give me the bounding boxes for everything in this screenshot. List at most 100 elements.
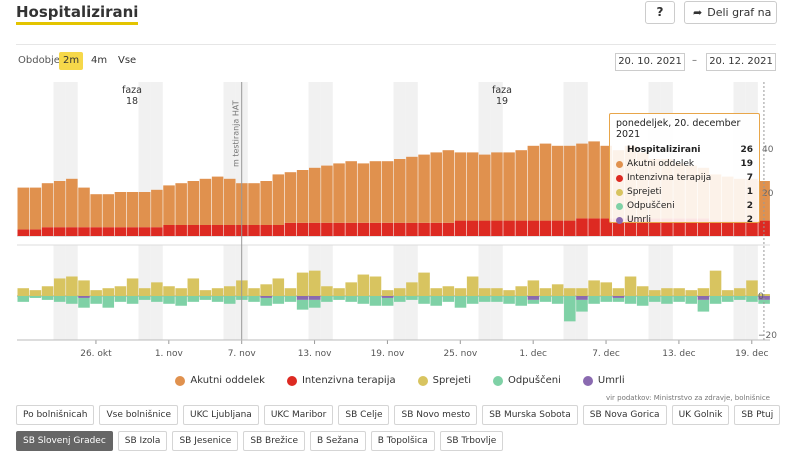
bar-odpusceni: [369, 296, 382, 306]
bar-sprejeti: [442, 286, 455, 296]
hospital-button[interactable]: UKC Ljubljana: [183, 405, 259, 425]
hospital-button[interactable]: SB Nova Gorica: [582, 405, 667, 425]
hospitalized-chart[interactable]: m testiranja HATfaza18faza1940200−2026. …: [0, 75, 800, 370]
bar-akutni-oddelek: [187, 181, 200, 225]
period-option-all[interactable]: Vse: [118, 55, 137, 66]
bar-odpusceni: [612, 297, 625, 302]
hospital-button[interactable]: SB Murska Sobota: [482, 405, 578, 425]
date-to-input[interactable]: 20. 12. 2021: [706, 53, 776, 71]
bar-akutni-oddelek: [66, 178, 78, 228]
bar-intenzivna-terapija: [90, 227, 102, 236]
bar-akutni-oddelek: [78, 187, 90, 228]
bar-intenzivna-terapija: [211, 225, 224, 236]
bar-akutni-oddelek: [442, 150, 455, 223]
legend-item-odpusceni[interactable]: Odpuščeni: [492, 375, 561, 386]
bar-odpusceni: [126, 296, 139, 304]
bar-akutni-oddelek: [381, 161, 394, 223]
hospital-button[interactable]: Vse bolnišnice: [99, 405, 179, 425]
hospital-button[interactable]: Po bolnišnicah: [16, 405, 95, 425]
hospital-button[interactable]: SB Izola: [117, 431, 168, 451]
bar-akutni-oddelek: [163, 185, 175, 225]
bar-intenzivna-terapija: [697, 218, 710, 236]
bar-odpusceni: [685, 296, 698, 304]
bar-sprejeti: [491, 288, 503, 296]
hospital-button[interactable]: B Sežana: [309, 431, 366, 451]
bar-akutni-oddelek: [102, 194, 115, 228]
tooltip-row-label: Hospitalizirani: [627, 145, 701, 155]
tooltip-date: ponedeljek, 20. december 2021: [616, 118, 741, 140]
legend-item-umrli[interactable]: Umrli: [582, 375, 625, 386]
bar-intenzivna-terapija: [199, 225, 212, 236]
hospital-button[interactable]: SB Novo mesto: [394, 405, 478, 425]
bar-intenzivna-terapija: [551, 220, 564, 236]
bar-intenzivna-terapija: [515, 220, 527, 236]
bar-sprejeti: [78, 280, 90, 296]
bar-akutni-oddelek: [466, 152, 479, 221]
bar-odpusceni: [515, 296, 527, 306]
bar-intenzivna-terapija: [685, 218, 698, 236]
bar-intenzivna-terapija: [600, 218, 613, 236]
bar-akutni-oddelek: [503, 152, 515, 221]
chart-tooltip: ponedeljek, 20. december 2021 Hospitaliz…: [609, 113, 760, 225]
period-option-4m[interactable]: 4m: [91, 55, 108, 66]
x-tick-label: 19. nov: [371, 349, 405, 359]
bar-akutni-oddelek: [53, 181, 66, 228]
bar-akutni-oddelek: [551, 145, 564, 221]
bar-intenzivna-terapija: [709, 220, 722, 236]
y-tick-label: −20: [758, 331, 777, 341]
bar-sprejeti: [746, 280, 758, 296]
bar-odpusceni: [211, 296, 224, 302]
data-source-note: vir podatkov: Ministrstvo za zdravje, bo…: [605, 394, 770, 402]
bar-odpusceni: [551, 296, 564, 304]
legend-item-sprejeti[interactable]: Sprejeti: [417, 375, 471, 386]
hospital-button[interactable]: SB Ptuj: [734, 405, 781, 425]
bar-odpusceni: [381, 297, 394, 306]
bar-akutni-oddelek: [333, 163, 345, 223]
bar-intenzivna-terapija: [296, 222, 309, 236]
hospital-button[interactable]: B Topolšica: [370, 431, 435, 451]
bar-odpusceni: [636, 296, 649, 306]
hospital-button[interactable]: SB Brežice: [243, 431, 305, 451]
bar-intenzivna-terapija: [284, 222, 297, 236]
bar-odpusceni: [163, 296, 175, 304]
bar-sprejeti: [114, 286, 127, 296]
bar-intenzivna-terapija: [114, 227, 127, 236]
date-from-input[interactable]: 20. 10. 2021: [615, 53, 685, 71]
bar-odpusceni: [709, 296, 722, 304]
y-tick-label: 20: [762, 189, 774, 199]
bar-intenzivna-terapija: [491, 220, 503, 236]
hospital-button-selected[interactable]: SB Slovenj Gradec: [16, 431, 113, 451]
period-option-2m[interactable]: 2m: [59, 52, 84, 70]
testing-annotation-label: m testiranja HAT: [232, 100, 241, 167]
help-button[interactable]: ?: [645, 1, 675, 24]
bar-sprejeti: [163, 286, 175, 296]
bar-akutni-oddelek: [272, 174, 285, 225]
hospital-button[interactable]: UKC Maribor: [263, 405, 334, 425]
legend-item-intenzivna[interactable]: Intenzivna terapija: [286, 375, 396, 386]
bar-intenzivna-terapija: [151, 227, 163, 236]
bar-intenzivna-terapija: [381, 222, 394, 236]
bar-akutni-oddelek: [17, 187, 30, 230]
hospital-button[interactable]: SB Trbovlje: [439, 431, 504, 451]
bar-intenzivna-terapija: [102, 227, 115, 236]
bar-odpusceni: [418, 296, 430, 304]
bar-odpusceni: [539, 296, 552, 302]
tooltip-row-value: 19: [740, 159, 753, 169]
bar-intenzivna-terapija: [126, 227, 139, 236]
bar-intenzivna-terapija: [357, 222, 370, 236]
legend-label: Akutni oddelek: [190, 375, 265, 386]
hospital-button[interactable]: UK Golnik: [671, 405, 730, 425]
hospital-button[interactable]: SB Jesenice: [172, 431, 239, 451]
share-chart-button[interactable]: ➦ Deli graf na: [684, 1, 777, 24]
bar-sprejeti: [661, 288, 673, 296]
hospital-button[interactable]: SB Celje: [338, 405, 390, 425]
bar-odpusceni: [491, 296, 503, 302]
bar-sprejeti: [576, 288, 588, 296]
bar-intenzivna-terapija: [624, 218, 637, 236]
legend-item-akutni[interactable]: Akutni oddelek: [175, 375, 265, 386]
y-tick-label: 40: [762, 145, 774, 155]
chart-legend: Akutni oddelek Intenzivna terapija Sprej…: [0, 375, 800, 386]
bar-intenzivna-terapija: [430, 222, 442, 236]
bar-akutni-oddelek: [430, 152, 442, 223]
bar-akutni-oddelek: [284, 172, 297, 223]
